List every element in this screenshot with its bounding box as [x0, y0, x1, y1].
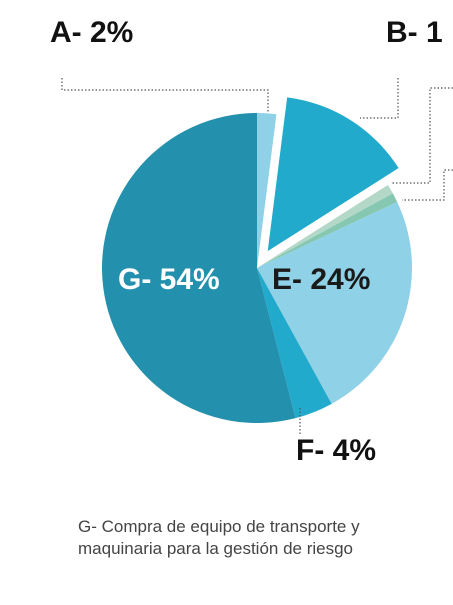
leader [402, 169, 453, 201]
value-label: A- 2% [50, 16, 133, 49]
pie-slice [257, 184, 393, 268]
value-label: B- 1 [386, 16, 443, 49]
leader [392, 87, 453, 184]
pie-slice [257, 193, 398, 268]
pie-slice [267, 97, 399, 252]
note: G- Compra de equipo de transporte y maqu… [78, 517, 360, 558]
value-label: E- 24% [272, 263, 370, 296]
leader [61, 78, 269, 112]
value-label: F- 4% [296, 434, 376, 467]
pie-slice [257, 268, 332, 419]
pie-slice [101, 113, 296, 423]
pie-slice [257, 113, 277, 268]
leader [360, 78, 399, 119]
pie-slice [257, 202, 413, 404]
value-label: G- 54% [118, 263, 220, 296]
